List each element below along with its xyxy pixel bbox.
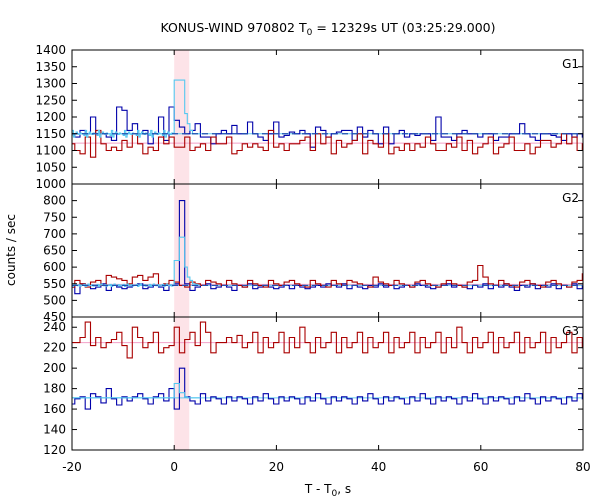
y-tick-label: 1050 bbox=[35, 160, 66, 174]
y-tick-label: 120 bbox=[43, 443, 66, 457]
x-axis-label: T - T0, s bbox=[304, 482, 351, 499]
x-tick-label: 40 bbox=[371, 460, 386, 474]
plot-panels: 100010501100115012001250130013501400G145… bbox=[35, 43, 590, 474]
series-cyan bbox=[72, 236, 201, 287]
y-tick-label: 600 bbox=[43, 260, 66, 274]
y-tick-label: 500 bbox=[43, 293, 66, 307]
x-tick-label: 60 bbox=[473, 460, 488, 474]
series-blue bbox=[72, 367, 583, 410]
y-tick-label: 1400 bbox=[35, 43, 66, 57]
panel-label: G3 bbox=[562, 324, 579, 338]
series-cyan bbox=[72, 79, 201, 138]
y-tick-label: 650 bbox=[43, 244, 66, 258]
y-axis-label: counts / sec bbox=[4, 214, 18, 286]
panel-g3: 120 140 160 180 200 220 240 G3 bbox=[43, 316, 584, 457]
y-tick-label: 1200 bbox=[35, 110, 66, 124]
trigger-interval-band bbox=[174, 317, 190, 450]
panel-label: G1 bbox=[562, 57, 579, 71]
x-tick-label: 20 bbox=[269, 460, 284, 474]
y-tick-label: 220 bbox=[43, 341, 66, 355]
x-tick-label: 80 bbox=[575, 460, 590, 474]
y-tick-label: 550 bbox=[43, 277, 66, 291]
series-red bbox=[72, 129, 583, 158]
panel-frame bbox=[71, 49, 584, 185]
y-tick-label: 1150 bbox=[35, 127, 66, 141]
chart-title: KONUS-WIND 970802 T0 = 12329s UT (03:25:… bbox=[160, 20, 495, 38]
y-tick-label: 450 bbox=[43, 310, 66, 324]
trigger-interval-band bbox=[174, 50, 190, 184]
x-tick-label: 0 bbox=[170, 460, 178, 474]
y-tick-label: 140 bbox=[43, 423, 66, 437]
y-tick-label: 1350 bbox=[35, 60, 66, 74]
y-tick-label: 1300 bbox=[35, 77, 66, 91]
y-tick-label: 800 bbox=[43, 194, 66, 208]
series-red bbox=[72, 264, 583, 288]
x-tick-label: -20 bbox=[62, 460, 82, 474]
y-tick-label: 1250 bbox=[35, 93, 66, 107]
y-tick-label: 200 bbox=[43, 361, 66, 375]
panel-frame bbox=[71, 316, 584, 451]
panel-data bbox=[72, 321, 583, 410]
y-tick-label: 160 bbox=[43, 402, 66, 416]
y-tick-label: 1100 bbox=[35, 144, 66, 158]
y-tick-label: 750 bbox=[43, 210, 66, 224]
y-tick-label: 1000 bbox=[35, 177, 66, 191]
panel-g2: 450 500 550 600 650 700 750 800 G2 bbox=[43, 183, 584, 324]
trigger-interval-band bbox=[174, 184, 190, 317]
panel-data bbox=[72, 79, 583, 158]
panel-g1: 1000 1050 1100 1150 1200 1250 1300 1350 1400 G1 bbox=[35, 43, 584, 191]
y-tick-label: 700 bbox=[43, 227, 66, 241]
series-red bbox=[72, 321, 583, 359]
y-tick-label: 240 bbox=[43, 320, 66, 334]
panel-label: G2 bbox=[562, 191, 579, 205]
series-cyan bbox=[72, 382, 201, 399]
y-tick-label: 180 bbox=[43, 382, 66, 396]
panel-data bbox=[72, 200, 583, 295]
panel-frame bbox=[71, 183, 584, 318]
